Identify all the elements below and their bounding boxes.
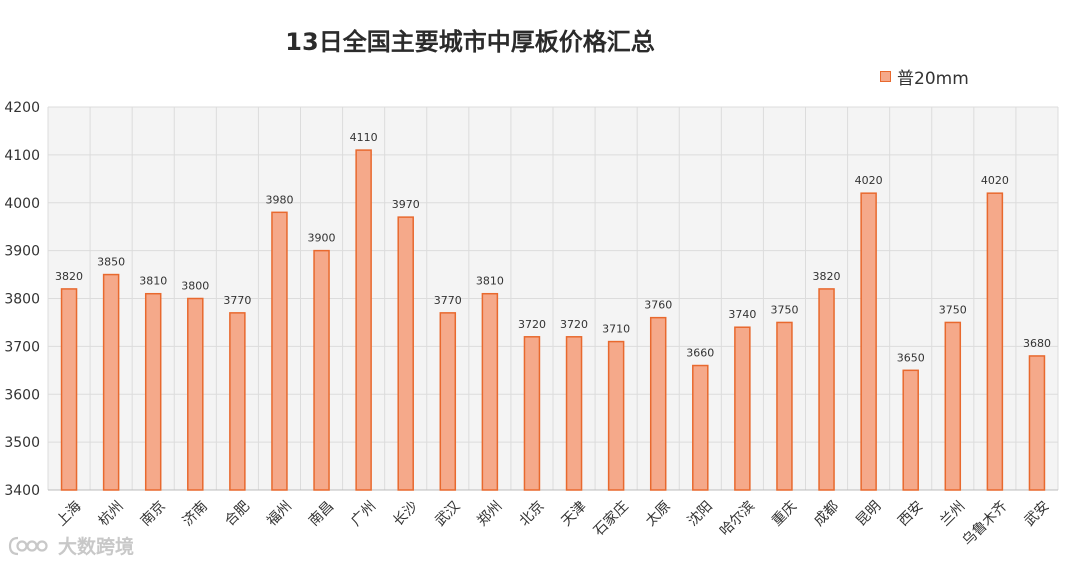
watermark: 大数跨境 [8,532,134,559]
watermark-text: 大数跨境 [58,536,135,558]
data-label: 3720 [560,318,588,331]
bar [692,364,709,491]
x-tick-label: 哈尔滨 [717,498,758,539]
x-tick-label: 乌鲁木齐 [960,498,1011,549]
x-tick-label: 太原 [643,498,674,529]
bar [397,216,414,491]
bar [902,369,919,491]
bar [607,340,625,491]
data-label: 3650 [897,351,925,364]
bar [229,312,246,491]
bar [523,336,541,491]
x-tick-label: 长沙 [390,498,421,529]
y-tick-label: 4000 [4,196,40,212]
bar [818,288,835,491]
x-tick-label: 天津 [559,498,590,529]
y-tick-label: 3800 [4,292,40,308]
y-tick-label: 3600 [4,387,40,403]
data-label: 3850 [97,256,125,269]
data-label: 3710 [602,323,630,336]
bar [944,321,962,491]
watermark-logo-icon [8,536,48,555]
data-label: 3720 [518,318,546,331]
data-label: 3770 [223,294,251,307]
bar [649,316,667,491]
y-tick-label: 3700 [4,339,40,355]
y-tick-label: 3900 [4,244,40,260]
x-tick-label: 济南 [180,498,211,529]
y-tick-label: 4100 [4,148,40,164]
bar [439,312,457,491]
x-tick-label: 成都 [811,498,842,529]
x-tick-label: 沈阳 [685,498,716,529]
x-tick-label: 西安 [895,498,926,529]
data-label: 3750 [770,303,798,316]
x-tick-label: 南昌 [306,498,337,529]
chart-title: 13日全国主要城市中厚板价格汇总 [285,28,655,56]
data-label: 3900 [308,232,336,245]
bar [776,321,793,491]
x-tick-label: 合肥 [222,498,253,529]
data-label: 4020 [981,174,1009,187]
y-tick-label: 3400 [4,483,40,499]
x-tick-label: 武汉 [432,498,463,529]
bar [271,211,288,491]
legend-swatch [880,70,891,82]
bar [187,297,204,491]
bar [986,192,1004,491]
x-tick-label: 北京 [516,498,547,529]
x-tick-label: 南京 [138,498,169,529]
data-label: 3680 [1023,337,1051,350]
data-label: 4020 [855,174,883,187]
x-tick-label: 杭州 [96,498,127,529]
x-tick-label: 兰州 [937,498,968,529]
bar [1028,355,1046,491]
data-label: 4110 [350,131,378,144]
data-label: 3980 [265,193,293,206]
bar [144,292,162,491]
data-label: 3800 [181,280,209,293]
x-tick-label: 石家庄 [590,498,632,540]
legend-label: 普20mm [897,68,969,89]
bar [565,336,583,491]
x-tick-label: 广州 [348,498,379,529]
data-label: 3760 [644,299,672,312]
bar [734,326,751,491]
legend: 普20mm [880,65,969,89]
x-tick-label: 郑州 [474,498,505,529]
data-label: 3820 [55,270,83,283]
bar [313,249,330,491]
bar [355,149,372,491]
data-label: 3820 [813,270,841,283]
bar [102,273,120,491]
x-tick-label: 武安 [1021,498,1052,529]
y-tick-label: 4200 [4,100,40,116]
data-label: 3810 [139,275,167,288]
y-tick-label: 3500 [4,435,40,451]
x-tick-label: 上海 [54,498,85,529]
bar [860,192,877,491]
x-tick-label: 重庆 [769,498,800,529]
data-label: 3970 [392,198,420,211]
data-label: 3770 [434,294,462,307]
bar [60,288,78,491]
data-label: 3660 [686,347,714,360]
bar [481,292,499,491]
data-label: 3810 [476,275,504,288]
data-label: 3740 [728,308,756,321]
x-tick-label: 福州 [264,498,295,529]
data-label: 3750 [939,303,967,316]
x-tick-label: 昆明 [853,498,884,529]
